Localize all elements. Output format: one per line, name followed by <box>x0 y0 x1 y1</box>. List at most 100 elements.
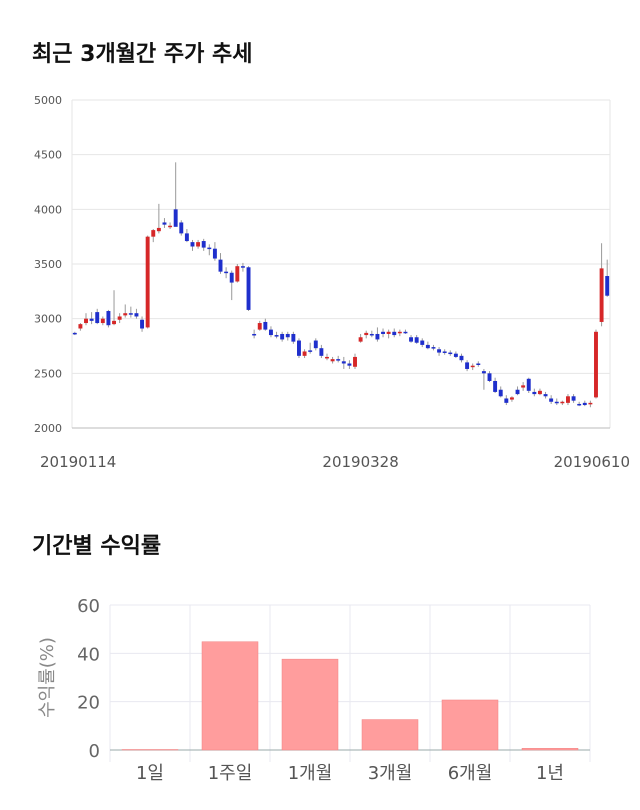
price-trend-title: 최근 3개월간 주가 추세 <box>32 42 253 67</box>
y-tick-label: 40 <box>77 644 100 665</box>
candle-body <box>196 242 201 247</box>
candle-body <box>285 333 290 338</box>
return-bar <box>361 719 419 751</box>
candle-body <box>201 241 206 248</box>
candle-body <box>140 319 145 329</box>
candle-body <box>409 337 414 342</box>
candle-body <box>302 351 307 356</box>
candle-body <box>112 320 116 325</box>
candle-body <box>207 247 212 250</box>
candle-body <box>358 337 363 342</box>
candle-body <box>493 380 498 392</box>
candle-body <box>224 271 229 274</box>
candle-body <box>117 316 122 320</box>
period-return-title: 기간별 수익률 <box>32 534 162 559</box>
candle-body <box>504 398 509 403</box>
candle-body <box>313 340 318 349</box>
candle-body <box>190 242 195 247</box>
candle-body <box>425 344 430 349</box>
y-tick-label: 20 <box>77 693 100 714</box>
candle-body <box>554 401 559 404</box>
x-tick-label: 20190610 <box>554 453 630 471</box>
candle-body <box>229 272 234 283</box>
candle-body <box>218 259 223 272</box>
candle-body <box>448 352 453 355</box>
y-tick-label: 3500 <box>34 258 62 271</box>
candle-body <box>308 350 313 352</box>
return-bar <box>521 748 579 751</box>
candle-body <box>420 340 425 345</box>
candle-body <box>263 321 268 330</box>
candle-body <box>605 276 610 296</box>
candle-body <box>78 324 83 329</box>
y-tick-label: 4500 <box>34 149 62 162</box>
x-tick-label: 20190114 <box>40 453 116 471</box>
candle-body <box>341 361 346 364</box>
candle-body <box>106 311 111 326</box>
candle-body <box>212 248 217 259</box>
candle-body <box>246 267 251 310</box>
y-tick-label: 0 <box>89 741 100 762</box>
candle-body <box>588 402 593 405</box>
candle-body <box>84 318 88 324</box>
y-tick-label: 2500 <box>34 367 62 380</box>
return-bar <box>441 699 499 751</box>
candle-body <box>297 340 301 356</box>
candle-body <box>560 401 565 404</box>
candle-body <box>509 397 514 400</box>
x-category-label: 6개월 <box>448 763 493 784</box>
candle-body <box>268 329 273 336</box>
y-tick-label: 4000 <box>34 203 62 216</box>
candle-body <box>515 389 520 395</box>
candle-body <box>347 363 352 366</box>
candle-body <box>437 349 442 353</box>
candle-body <box>134 313 139 317</box>
candle-body <box>89 318 94 321</box>
candle-body <box>184 233 189 242</box>
candle-body <box>145 236 150 328</box>
candle-body <box>179 222 184 234</box>
candle-body <box>291 333 296 342</box>
candle-body <box>414 337 419 343</box>
x-tick-label: 20190328 <box>322 453 398 471</box>
candle-body <box>481 371 486 374</box>
candle-body <box>431 347 436 349</box>
candle-body <box>577 403 582 406</box>
return-bar <box>201 641 259 751</box>
candle-body <box>549 398 554 402</box>
return-bar <box>281 658 339 751</box>
candle-body <box>571 396 576 401</box>
x-category-label: 3개월 <box>368 763 413 784</box>
candle-body <box>582 402 587 406</box>
candle-body <box>336 359 341 361</box>
candle-body <box>470 365 475 368</box>
candle-body <box>252 333 257 336</box>
candle-body <box>459 355 464 361</box>
candle-body <box>375 333 380 340</box>
candle-body <box>240 266 245 268</box>
candle-body <box>162 222 167 225</box>
candle-body <box>330 359 335 362</box>
candle-body <box>95 312 100 324</box>
candle-body <box>128 313 133 315</box>
candle-body <box>487 373 492 381</box>
candle-body <box>319 348 324 356</box>
candle-body <box>151 230 156 237</box>
candle-body <box>325 356 329 359</box>
candle-body <box>381 331 385 334</box>
candle-body <box>72 332 77 335</box>
candle-body <box>156 227 161 232</box>
candle-body <box>476 363 481 365</box>
candle-body <box>403 331 408 334</box>
y-tick-label: 3000 <box>34 313 62 326</box>
candle-body <box>392 331 397 336</box>
candle-body <box>274 335 279 337</box>
x-category-label: 1일 <box>136 763 164 784</box>
y-tick-label: 5000 <box>34 94 62 107</box>
candle-body <box>353 356 357 367</box>
candle-body <box>599 268 604 322</box>
candle-body <box>397 331 402 334</box>
candle-body <box>526 378 531 391</box>
y-tick-label: 60 <box>77 596 100 617</box>
candle-body <box>257 323 262 330</box>
